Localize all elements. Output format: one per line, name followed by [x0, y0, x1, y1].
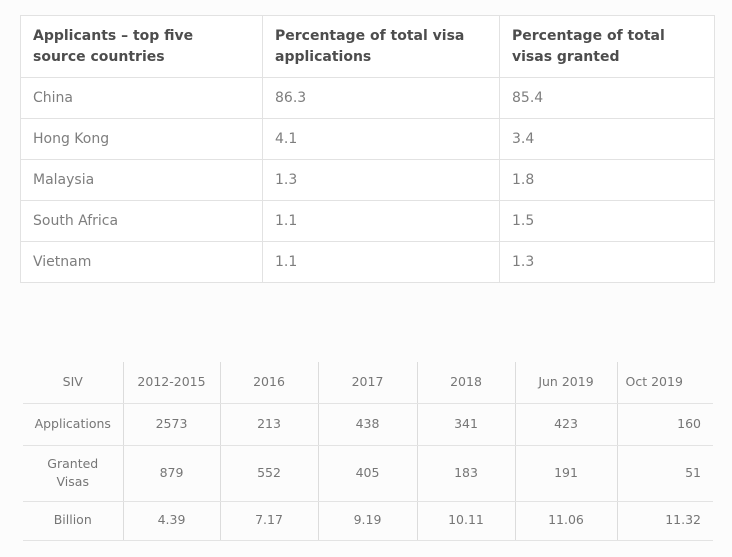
siv-by-year-table: SIV 2012-2015 2016 2017 2018 Jun 2019 Oc… [23, 362, 713, 541]
cell-granted-pct: 1.5 [499, 200, 715, 242]
cell-value: 160 [616, 403, 713, 446]
cell-value: 7.17 [219, 501, 318, 541]
table-row-billion: Billion 4.39 7.17 9.19 10.11 11.06 11.32 [23, 501, 713, 541]
column-header-applications-pct: Percentage of total visa applications [262, 15, 500, 78]
cell-applications-pct: 1.3 [262, 159, 500, 201]
cell-value: 183 [416, 445, 515, 502]
cell-granted-pct: 1.3 [499, 241, 715, 283]
cell-value: 191 [514, 445, 617, 502]
cell-value: 10.11 [416, 501, 515, 541]
column-header-granted-pct: Percentage of total visas granted [499, 15, 715, 78]
cell-applications-pct: 4.1 [262, 118, 500, 160]
row-label: Billion [23, 501, 123, 541]
column-header-year: 2018 [416, 362, 515, 404]
cell-value: 11.32 [616, 501, 713, 541]
table-header-row: SIV 2012-2015 2016 2017 2018 Jun 2019 Oc… [23, 362, 713, 404]
row-label-country: Malaysia [20, 159, 263, 201]
column-header-year: Jun 2019 [514, 362, 617, 404]
applicants-source-countries-table: Applicants – top five source countries P… [20, 15, 715, 283]
cell-value: 405 [317, 445, 417, 502]
row-label-country: China [20, 77, 263, 119]
cell-value: 879 [122, 445, 220, 502]
cell-value: 423 [514, 403, 617, 446]
row-label: Applications [23, 403, 123, 446]
cell-value: 51 [616, 445, 713, 502]
table-header-row: Applicants – top five source countries P… [20, 15, 715, 78]
column-header-year: 2016 [219, 362, 318, 404]
table-row-granted-visas: Granted Visas 879 552 405 183 191 51 [23, 445, 713, 502]
cell-value: 213 [219, 403, 318, 446]
table-row: Hong Kong 4.1 3.4 [20, 118, 715, 160]
column-header-year: 2012-2015 [122, 362, 220, 404]
cell-value: 552 [219, 445, 318, 502]
column-header-year: 2017 [317, 362, 417, 404]
cell-value: 9.19 [317, 501, 417, 541]
cell-value: 438 [317, 403, 417, 446]
cell-granted-pct: 1.8 [499, 159, 715, 201]
table-row: Malaysia 1.3 1.8 [20, 159, 715, 201]
table-row: South Africa 1.1 1.5 [20, 200, 715, 242]
cell-value: 11.06 [514, 501, 617, 541]
table-row: China 86.3 85.4 [20, 77, 715, 119]
cell-value: 341 [416, 403, 515, 446]
column-header-siv: SIV [23, 362, 123, 404]
row-label-country: Vietnam [20, 241, 263, 283]
column-header-source-countries: Applicants – top five source countries [20, 15, 263, 78]
cell-value: 4.39 [122, 501, 220, 541]
cell-granted-pct: 3.4 [499, 118, 715, 160]
table-row: Vietnam 1.1 1.3 [20, 241, 715, 283]
row-label-country: South Africa [20, 200, 263, 242]
row-label-country: Hong Kong [20, 118, 263, 160]
column-header-year: Oct 2019 [616, 362, 713, 404]
cell-applications-pct: 86.3 [262, 77, 500, 119]
row-label: Granted Visas [23, 445, 123, 502]
cell-applications-pct: 1.1 [262, 200, 500, 242]
cell-value: 2573 [122, 403, 220, 446]
cell-applications-pct: 1.1 [262, 241, 500, 283]
table-row-applications: Applications 2573 213 438 341 423 160 [23, 403, 713, 446]
cell-granted-pct: 85.4 [499, 77, 715, 119]
